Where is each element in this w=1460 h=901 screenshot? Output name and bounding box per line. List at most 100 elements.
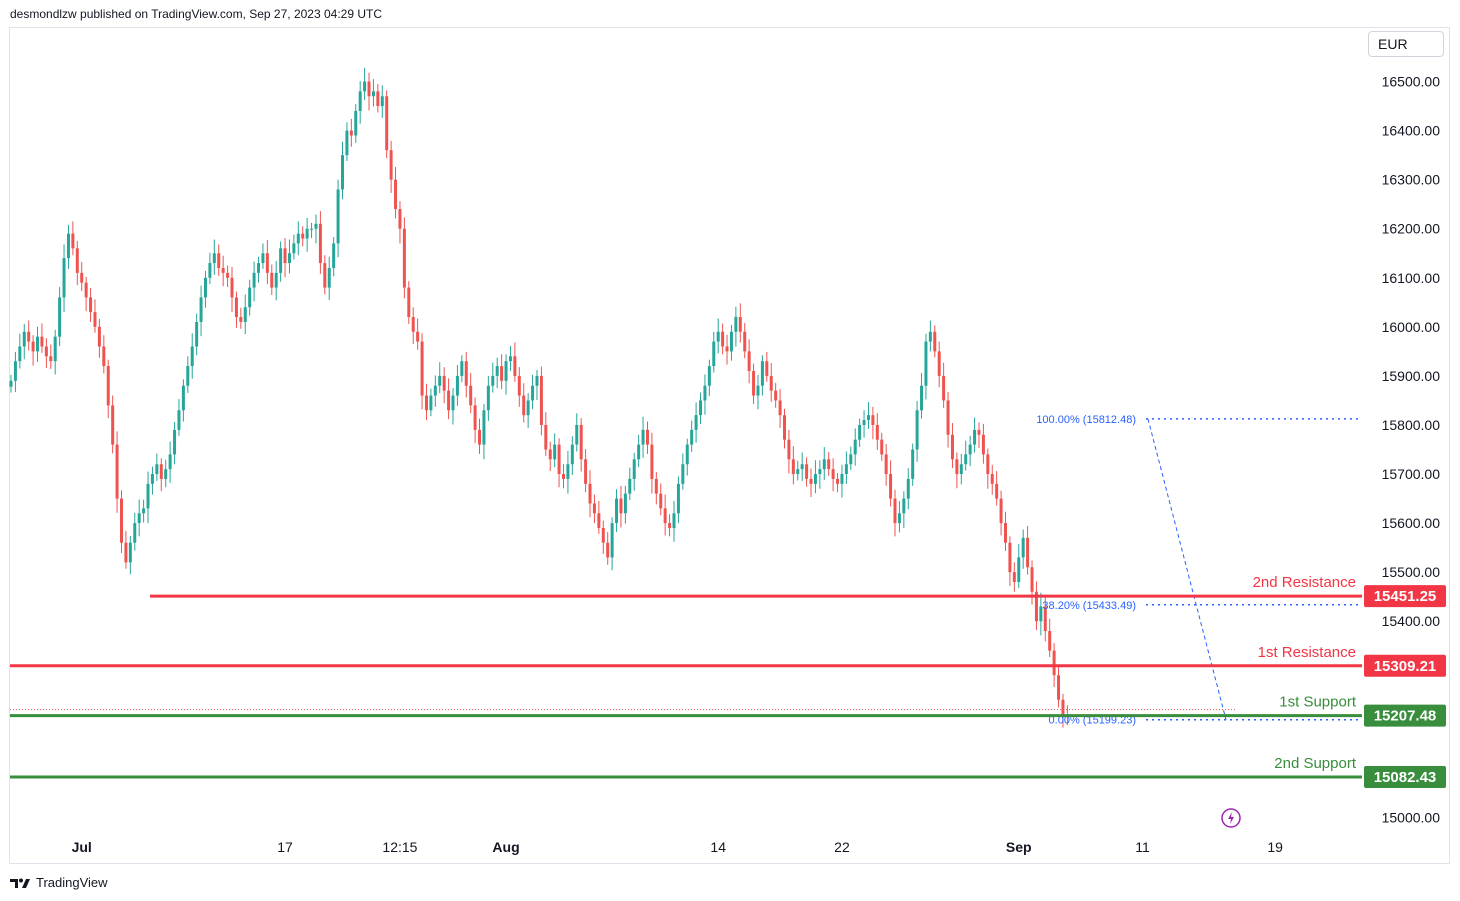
candle-body [438,375,442,386]
candle-body [71,233,75,249]
price-tick-label: 15900.00 [1382,368,1441,384]
currency-button[interactable]: EUR [1368,31,1444,57]
candle-body [588,483,592,504]
candle-body [217,253,221,268]
candle-body [690,429,694,445]
candle-body [49,356,53,362]
footer-brand[interactable]: TradingView [10,875,108,890]
price-badge [1364,654,1446,677]
candle-body [1030,567,1034,592]
candle-body [562,474,565,479]
candle-body [685,444,689,465]
candle-body [712,341,716,367]
time-tick-label: Sep [1006,839,1032,855]
candle-body [579,424,583,460]
candle-body [716,331,720,342]
candle-body [584,459,588,484]
time-tick-label: 17 [277,839,293,855]
candle-body [849,454,853,465]
candle-body [946,400,950,435]
candle-body [769,375,773,391]
price-tick-label: 15400.00 [1382,613,1441,629]
price-tick-label: 16100.00 [1382,270,1441,286]
candle-body [332,243,336,268]
candle-body [818,469,822,475]
candle-body [668,523,672,528]
price-badges-layer: 15451.25 15309.21 15207.48 15082.43 [1364,585,1446,789]
candle-body [557,444,561,475]
candle-body [862,420,866,425]
price-badge-label: 15309.21 [1374,658,1437,675]
candle-body [274,272,278,288]
candle-body [889,474,893,499]
candle-body [986,454,990,475]
candle-body [699,400,703,416]
candle-body [637,444,641,460]
candle-body [305,228,309,239]
candle-body [371,91,375,97]
candle-body [884,454,888,475]
candle-body [955,459,959,475]
candle-body [531,385,535,401]
candle-body [424,395,428,411]
candle-body [279,248,283,273]
candle-body [977,429,981,435]
candle-body [707,366,711,386]
candle-body [805,464,809,479]
fib-level-label: 100.00% (15812.48) [1036,414,1136,426]
candle-body [486,385,490,411]
candle-body [349,130,353,136]
candle-body [318,223,322,264]
candle-body [681,464,685,484]
time-tick-label: Aug [492,839,519,855]
candle-body [575,424,579,445]
candle-body [866,415,870,421]
candle-body [800,464,804,470]
time-tick-label: 22 [834,839,850,855]
candle-body [659,493,663,509]
candle-body [968,444,972,455]
candle-body [1026,537,1030,568]
candle-body [623,493,627,514]
candle-body [650,444,654,479]
price-tick-label: 16500.00 [1382,74,1441,90]
candle-body [535,375,539,386]
candle-body [676,483,680,514]
candle-body [822,459,826,470]
candle-body [495,366,499,376]
price-tick-label: 15800.00 [1382,417,1441,433]
candle-body [597,513,601,528]
candle-body [601,528,605,543]
candle-body [990,474,994,484]
candle-body [252,272,256,288]
candle-body [411,317,415,332]
candle-body [606,542,610,558]
candle-body [455,375,459,396]
candle-body [592,503,596,514]
candle-body [959,464,963,475]
candle-body [478,429,482,445]
candle-body [999,498,1003,524]
footer-brand-label: TradingView [36,875,108,890]
candle-body [261,253,265,264]
candles-layer [9,67,1069,728]
candle-body [36,336,40,352]
candle-body [314,223,318,229]
price-tick-label: 15700.00 [1382,466,1441,482]
candle-body [451,395,455,411]
candle-body [694,415,698,430]
candle-body [995,483,999,499]
candle-body [933,331,937,352]
candle-body [641,429,645,445]
candle-body [544,424,548,450]
candle-body [1034,591,1038,622]
candle-body [226,272,230,278]
candle-body [367,81,371,97]
price-badge [1364,585,1446,608]
candle-body [1017,557,1021,582]
chart-frame [9,27,1450,864]
candle-body [230,277,234,298]
publish-header: desmondlzw published on TradingView.com,… [10,7,383,21]
